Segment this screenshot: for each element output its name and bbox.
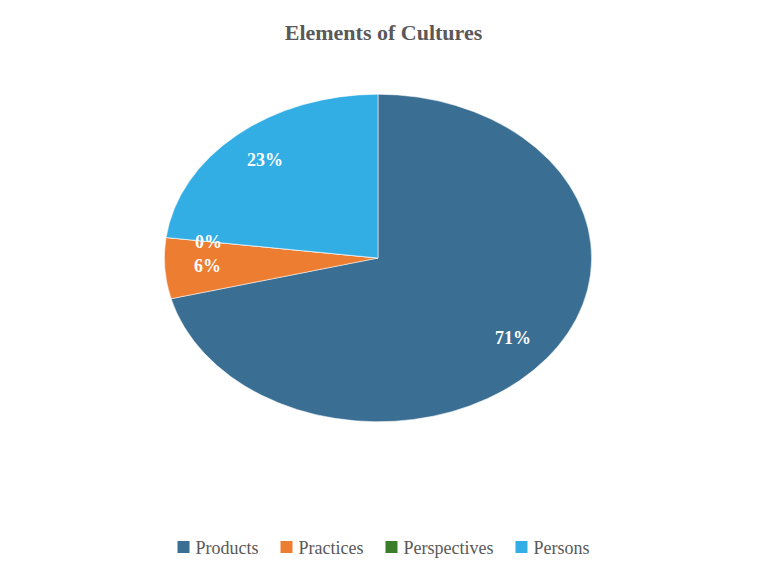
legend-swatch	[281, 541, 293, 553]
pie	[164, 94, 591, 422]
legend-item: Persons	[515, 538, 589, 558]
data-label: 6%	[194, 256, 221, 276]
legend-label: Persons	[533, 538, 589, 558]
legend-item: Practices	[281, 538, 364, 558]
title: Elements of Cultures	[285, 20, 483, 45]
legend-label: Perspectives	[403, 538, 493, 558]
legend-swatch	[385, 541, 397, 553]
legend-swatch	[515, 541, 527, 553]
legend-item: Perspectives	[385, 538, 493, 558]
legend-item: Products	[178, 538, 259, 558]
legend-label: Practices	[299, 538, 364, 558]
legend-label: Products	[196, 538, 259, 558]
slice	[166, 94, 378, 258]
legend-swatch	[178, 541, 190, 553]
data-label: 0%	[195, 232, 222, 252]
data-labels: 71% 6% 0% 23%	[194, 150, 531, 349]
data-label: 71%	[495, 328, 531, 348]
chart: Elements of Cultures71%6%0%23%ProductsPr…	[0, 0, 767, 580]
data-label: 23%	[247, 150, 283, 170]
legend: Products Practices Perspectives Persons	[178, 538, 590, 558]
